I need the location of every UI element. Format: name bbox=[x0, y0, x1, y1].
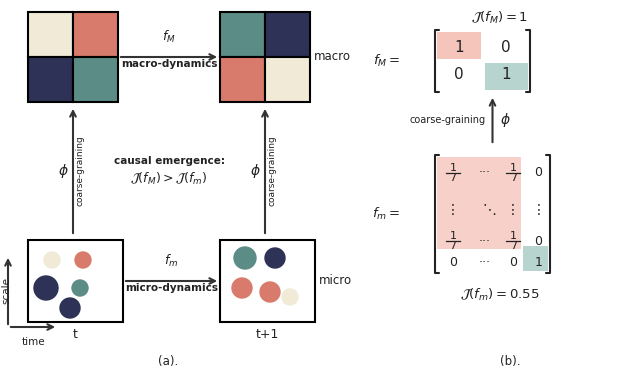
Circle shape bbox=[72, 280, 88, 296]
Text: 7: 7 bbox=[449, 173, 456, 183]
Text: micro: micro bbox=[319, 274, 352, 288]
Text: 0: 0 bbox=[454, 67, 463, 82]
Text: ···: ··· bbox=[479, 167, 490, 179]
Bar bbox=[28, 12, 73, 57]
Text: $\mathcal{J}(f_m) = 0.55$: $\mathcal{J}(f_m) = 0.55$ bbox=[460, 287, 540, 303]
Text: scale: scale bbox=[1, 277, 11, 305]
Circle shape bbox=[44, 252, 60, 268]
Circle shape bbox=[75, 252, 91, 268]
Bar bbox=[73, 57, 118, 102]
Bar bbox=[220, 12, 265, 57]
Text: ⋮: ⋮ bbox=[446, 203, 460, 217]
Text: 7: 7 bbox=[509, 173, 516, 183]
Bar bbox=[220, 57, 265, 102]
Text: 1: 1 bbox=[509, 231, 516, 241]
Text: ⋮: ⋮ bbox=[532, 203, 545, 217]
Text: 0: 0 bbox=[501, 40, 511, 55]
Text: causal emergence:: causal emergence: bbox=[113, 156, 225, 166]
Text: micro-dynamics: micro-dynamics bbox=[125, 283, 218, 293]
Text: 7: 7 bbox=[509, 241, 516, 251]
Text: $f_m$: $f_m$ bbox=[164, 253, 179, 269]
Text: $\mathcal{J}(f_M) = 1$: $\mathcal{J}(f_M) = 1$ bbox=[472, 10, 529, 26]
Text: $\phi$: $\phi$ bbox=[58, 162, 68, 180]
Text: ⋮: ⋮ bbox=[506, 203, 520, 217]
Circle shape bbox=[34, 276, 58, 300]
Text: time: time bbox=[21, 337, 45, 347]
Bar bbox=[220, 240, 315, 322]
Circle shape bbox=[282, 289, 298, 305]
Text: 1: 1 bbox=[509, 163, 516, 173]
Circle shape bbox=[232, 278, 252, 298]
Text: 1: 1 bbox=[534, 256, 543, 269]
Text: t+1: t+1 bbox=[256, 328, 279, 341]
Bar bbox=[265, 57, 310, 102]
Text: ⋱: ⋱ bbox=[483, 203, 497, 217]
Bar bbox=[523, 246, 548, 271]
Text: $f_M$: $f_M$ bbox=[162, 29, 176, 45]
Circle shape bbox=[265, 248, 285, 268]
Text: $\phi$: $\phi$ bbox=[250, 162, 260, 180]
Bar bbox=[73, 12, 118, 57]
Text: ···: ··· bbox=[479, 235, 490, 248]
Bar bbox=[28, 240, 123, 322]
Circle shape bbox=[234, 247, 256, 269]
Text: (a).: (a). bbox=[158, 355, 178, 368]
Text: coarse-graining: coarse-graining bbox=[268, 136, 276, 206]
Text: $f_M =$: $f_M =$ bbox=[372, 53, 400, 69]
Text: 1: 1 bbox=[449, 163, 456, 173]
Bar bbox=[484, 63, 528, 90]
Text: 0: 0 bbox=[534, 167, 543, 179]
Circle shape bbox=[260, 282, 280, 302]
Text: $\phi$: $\phi$ bbox=[500, 111, 511, 129]
Bar bbox=[265, 12, 310, 57]
Text: coarse-graining: coarse-graining bbox=[76, 136, 84, 206]
Text: 1: 1 bbox=[501, 67, 511, 82]
Text: 0: 0 bbox=[449, 256, 457, 269]
Text: 1: 1 bbox=[449, 231, 456, 241]
Text: 7: 7 bbox=[449, 241, 456, 251]
Text: $f_m =$: $f_m =$ bbox=[372, 206, 400, 222]
Text: macro-dynamics: macro-dynamics bbox=[121, 59, 217, 69]
Text: 0: 0 bbox=[509, 256, 517, 269]
Text: macro: macro bbox=[314, 50, 351, 64]
Bar bbox=[437, 157, 521, 249]
Text: 0: 0 bbox=[534, 235, 543, 248]
Bar bbox=[28, 57, 73, 102]
Text: ···: ··· bbox=[479, 256, 490, 269]
Text: $\mathcal{J}(f_M) > \mathcal{J}(f_m)$: $\mathcal{J}(f_M) > \mathcal{J}(f_m)$ bbox=[131, 171, 207, 187]
Circle shape bbox=[60, 298, 80, 318]
Text: 1: 1 bbox=[454, 40, 463, 55]
Bar bbox=[437, 32, 481, 59]
Text: t: t bbox=[73, 328, 78, 341]
Text: coarse-graining: coarse-graining bbox=[410, 115, 486, 125]
Text: (b).: (b). bbox=[500, 355, 520, 368]
